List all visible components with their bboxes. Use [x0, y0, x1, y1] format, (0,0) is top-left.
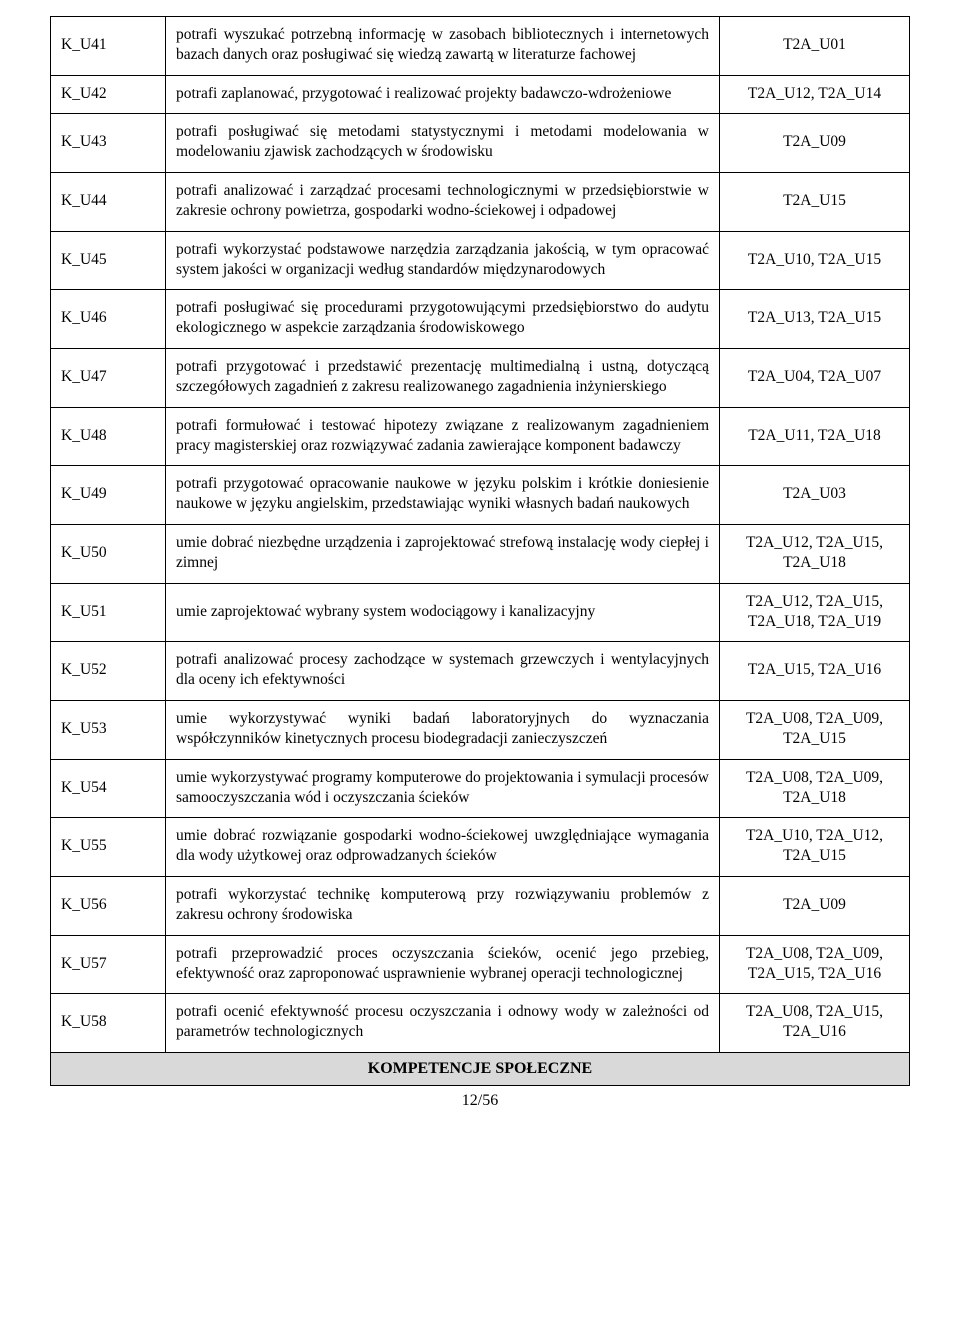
outcome-code: K_U58: [51, 994, 166, 1053]
outcome-description: potrafi formułować i testować hipotezy z…: [166, 407, 720, 466]
outcome-reference: T2A_U01: [720, 17, 910, 76]
table-row: K_U52potrafi analizować procesy zachodzą…: [51, 642, 910, 701]
table-row: K_U55umie dobrać rozwiązanie gospodarki …: [51, 818, 910, 877]
outcomes-tbody: K_U41potrafi wyszukać potrzebną informac…: [51, 17, 910, 1086]
outcome-reference: T2A_U04, T2A_U07: [720, 349, 910, 408]
outcome-code: K_U44: [51, 173, 166, 232]
document-page: K_U41potrafi wyszukać potrzebną informac…: [0, 0, 960, 1130]
table-row: K_U42potrafi zaplanować, przygotować i r…: [51, 75, 910, 114]
outcome-reference: T2A_U03: [720, 466, 910, 525]
outcome-description: umie zaprojektować wybrany system wodoci…: [166, 583, 720, 642]
outcome-description: potrafi przygotować opracowanie naukowe …: [166, 466, 720, 525]
outcome-description: potrafi posługiwać się metodami statysty…: [166, 114, 720, 173]
table-row: K_U57potrafi przeprowadzić proces oczysz…: [51, 935, 910, 994]
outcome-description: potrafi analizować i zarządzać procesami…: [166, 173, 720, 232]
outcome-description: potrafi zaplanować, przygotować i realiz…: [166, 75, 720, 114]
outcome-code: K_U54: [51, 759, 166, 818]
outcome-code: K_U46: [51, 290, 166, 349]
table-row: K_U51umie zaprojektować wybrany system w…: [51, 583, 910, 642]
outcome-code: K_U42: [51, 75, 166, 114]
outcome-reference: T2A_U12, T2A_U14: [720, 75, 910, 114]
outcome-reference: T2A_U12, T2A_U15, T2A_U18, T2A_U19: [720, 583, 910, 642]
outcome-code: K_U51: [51, 583, 166, 642]
outcome-description: umie dobrać niezbędne urządzenia i zapro…: [166, 525, 720, 584]
outcome-reference: T2A_U13, T2A_U15: [720, 290, 910, 349]
outcome-reference: T2A_U09: [720, 877, 910, 936]
outcome-reference: T2A_U08, T2A_U15, T2A_U16: [720, 994, 910, 1053]
table-row: K_U50umie dobrać niezbędne urządzenia i …: [51, 525, 910, 584]
outcome-description: umie wykorzystywać programy komputerowe …: [166, 759, 720, 818]
outcome-code: K_U47: [51, 349, 166, 408]
outcome-reference: T2A_U10, T2A_U12, T2A_U15: [720, 818, 910, 877]
section-header: KOMPETENCJE SPOŁECZNE: [51, 1052, 910, 1085]
outcome-reference: T2A_U09: [720, 114, 910, 173]
outcome-description: potrafi wykorzystać technikę komputerową…: [166, 877, 720, 936]
outcome-reference: T2A_U08, T2A_U09, T2A_U15, T2A_U16: [720, 935, 910, 994]
outcome-description: potrafi ocenić efektywność procesu oczys…: [166, 994, 720, 1053]
table-row: K_U46potrafi posługiwać się procedurami …: [51, 290, 910, 349]
outcome-code: K_U57: [51, 935, 166, 994]
outcome-reference: T2A_U12, T2A_U15, T2A_U18: [720, 525, 910, 584]
outcome-description: umie dobrać rozwiązanie gospodarki wodno…: [166, 818, 720, 877]
table-row: K_U49potrafi przygotować opracowanie nau…: [51, 466, 910, 525]
outcome-description: potrafi wykorzystać podstawowe narzędzia…: [166, 231, 720, 290]
outcome-code: K_U55: [51, 818, 166, 877]
outcome-code: K_U48: [51, 407, 166, 466]
table-row: K_U45potrafi wykorzystać podstawowe narz…: [51, 231, 910, 290]
outcome-code: K_U49: [51, 466, 166, 525]
outcome-code: K_U52: [51, 642, 166, 701]
outcome-code: K_U41: [51, 17, 166, 76]
outcome-description: potrafi posługiwać się procedurami przyg…: [166, 290, 720, 349]
section-header-row: KOMPETENCJE SPOŁECZNE: [51, 1052, 910, 1085]
table-row: K_U43potrafi posługiwać się metodami sta…: [51, 114, 910, 173]
outcome-reference: T2A_U10, T2A_U15: [720, 231, 910, 290]
table-row: K_U54umie wykorzystywać programy kompute…: [51, 759, 910, 818]
outcome-code: K_U43: [51, 114, 166, 173]
outcome-description: potrafi wyszukać potrzebną informację w …: [166, 17, 720, 76]
outcome-code: K_U56: [51, 877, 166, 936]
outcome-description: potrafi analizować procesy zachodzące w …: [166, 642, 720, 701]
outcome-code: K_U50: [51, 525, 166, 584]
outcome-reference: T2A_U15: [720, 173, 910, 232]
outcome-code: K_U53: [51, 701, 166, 760]
table-row: K_U41potrafi wyszukać potrzebną informac…: [51, 17, 910, 76]
table-row: K_U47potrafi przygotować i przedstawić p…: [51, 349, 910, 408]
table-row: K_U48potrafi formułować i testować hipot…: [51, 407, 910, 466]
outcome-reference: T2A_U08, T2A_U09, T2A_U18: [720, 759, 910, 818]
outcome-reference: T2A_U08, T2A_U09, T2A_U15: [720, 701, 910, 760]
table-row: K_U44potrafi analizować i zarządzać proc…: [51, 173, 910, 232]
outcome-description: potrafi przygotować i przedstawić prezen…: [166, 349, 720, 408]
outcome-reference: T2A_U15, T2A_U16: [720, 642, 910, 701]
outcome-code: K_U45: [51, 231, 166, 290]
outcomes-table: K_U41potrafi wyszukać potrzebną informac…: [50, 16, 910, 1086]
outcome-reference: T2A_U11, T2A_U18: [720, 407, 910, 466]
table-row: K_U56potrafi wykorzystać technikę komput…: [51, 877, 910, 936]
page-number: 12/56: [50, 1092, 910, 1110]
outcome-description: potrafi przeprowadzić proces oczyszczani…: [166, 935, 720, 994]
outcome-description: umie wykorzystywać wyniki badań laborato…: [166, 701, 720, 760]
table-row: K_U53umie wykorzystywać wyniki badań lab…: [51, 701, 910, 760]
table-row: K_U58potrafi ocenić efektywność procesu …: [51, 994, 910, 1053]
